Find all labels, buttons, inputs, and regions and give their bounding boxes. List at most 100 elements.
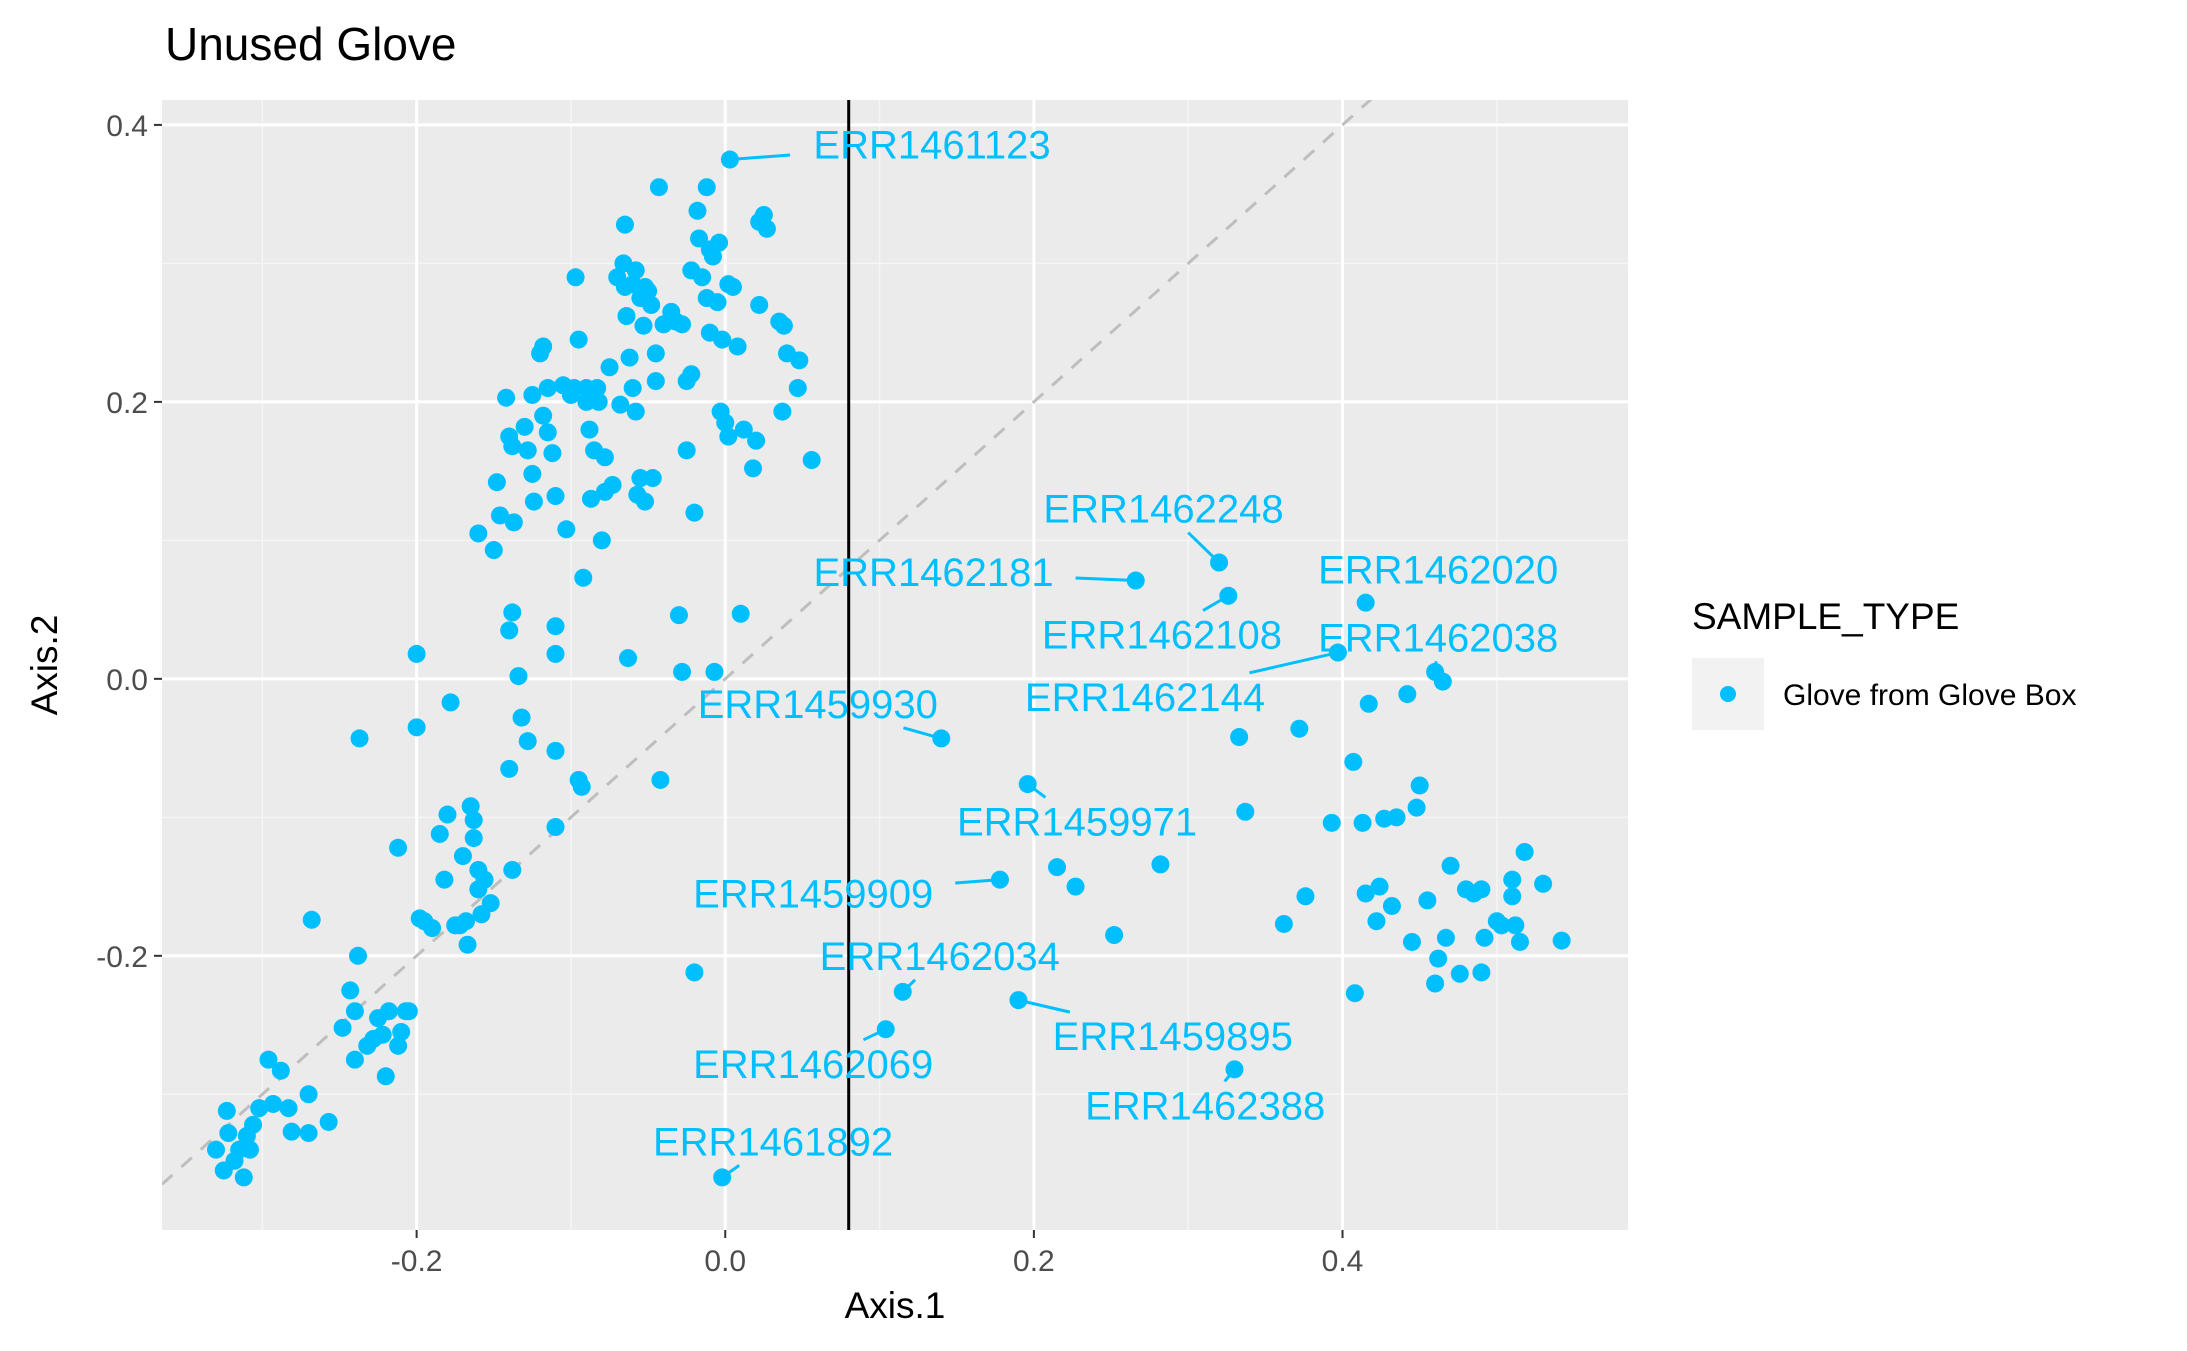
data-point [620, 348, 639, 367]
data-point [1105, 926, 1124, 945]
data-point [1492, 916, 1511, 935]
data-point [574, 568, 593, 587]
point-label: ERR1462108 [1042, 614, 1282, 658]
data-point [646, 372, 665, 391]
data-point [523, 464, 542, 483]
data-point [345, 1050, 364, 1069]
data-point [720, 150, 739, 169]
data-point [464, 811, 483, 830]
point-label: ERR1462020 [1318, 548, 1558, 592]
data-point [504, 513, 523, 532]
data-point [747, 431, 766, 450]
y-axis-ticks: -0.2 0.0 0.2 0.4 [96, 110, 162, 974]
data-point [1534, 874, 1553, 893]
data-point [481, 894, 500, 913]
label-leader-line [1075, 576, 1136, 583]
data-point [1402, 932, 1421, 951]
y-tick-label: -0.2 [96, 941, 148, 974]
data-point [1219, 586, 1238, 605]
data-point [603, 475, 622, 494]
point-label: ERR1462069 [693, 1043, 933, 1087]
point-label: ERR1462181 [813, 551, 1053, 595]
data-point [1018, 775, 1037, 794]
data-point [1436, 928, 1455, 947]
data-point [1450, 964, 1469, 983]
data-point [546, 818, 565, 837]
point-label: ERR1459909 [693, 872, 933, 916]
legend-item-label: Glove from Glove Box [1783, 679, 2076, 712]
data-point [1356, 593, 1375, 612]
data-point [642, 295, 661, 314]
data-point [649, 178, 668, 197]
data-point [487, 473, 506, 492]
data-point [376, 1067, 395, 1086]
data-point [1418, 891, 1437, 910]
data-point [611, 395, 630, 414]
data-point [217, 1101, 236, 1120]
data-point [1503, 870, 1522, 889]
data-point [688, 201, 707, 220]
data-point [392, 1022, 411, 1041]
data-point [299, 1085, 318, 1104]
data-point [631, 469, 650, 488]
data-point [1506, 916, 1525, 935]
data-point [407, 718, 426, 737]
data-point [757, 219, 776, 238]
data-point [693, 268, 712, 287]
data-point [348, 946, 367, 965]
data-point [1225, 1060, 1244, 1079]
data-points [207, 150, 1571, 1187]
data-point [1353, 813, 1372, 832]
data-point [1009, 991, 1028, 1010]
y-axis-title: Axis.2 [24, 615, 65, 716]
data-point [754, 205, 773, 224]
data-point [773, 402, 792, 421]
data-point [581, 489, 600, 508]
data-point [1345, 984, 1364, 1003]
data-point [646, 344, 665, 363]
data-point [651, 770, 670, 789]
point-labels: ERR1461123 ERR1462248 ERR1462181 ERR1462020… [653, 123, 1558, 1164]
point-label: ERR1462388 [1085, 1084, 1325, 1128]
data-point [1472, 880, 1491, 899]
data-point [557, 520, 576, 539]
data-point [341, 981, 360, 1000]
point-label: ERR1459895 [1053, 1015, 1293, 1059]
data-point [523, 385, 542, 404]
data-point [685, 963, 704, 982]
data-point [592, 531, 611, 550]
data-point [731, 604, 750, 623]
data-point [518, 732, 537, 751]
data-point [509, 667, 528, 686]
data-point [636, 492, 655, 511]
data-point [282, 1122, 301, 1141]
data-point [705, 662, 724, 681]
legend: SAMPLE_TYPE Glove from Glove Box [1692, 596, 2076, 730]
point-label: ERR1462248 [1043, 488, 1283, 532]
data-point [461, 797, 480, 816]
data-point [713, 1168, 732, 1187]
data-point [1359, 694, 1378, 713]
data-point [1552, 931, 1571, 950]
data-point [1398, 685, 1417, 704]
data-point [623, 379, 642, 398]
data-point [723, 277, 742, 296]
data-point [464, 829, 483, 848]
data-point [240, 1140, 259, 1159]
y-tick-label: 0.2 [106, 387, 148, 420]
point-label: ERR1462034 [820, 935, 1060, 979]
data-point [441, 693, 460, 712]
data-point [619, 649, 638, 668]
data-point [219, 1124, 238, 1143]
data-point [534, 406, 553, 425]
data-point [703, 247, 722, 266]
data-point [469, 524, 488, 543]
data-point [932, 729, 951, 748]
x-tick-label: 0.2 [1013, 1245, 1055, 1278]
data-point [546, 487, 565, 506]
data-point [626, 402, 645, 421]
data-point [503, 603, 522, 622]
data-point [1472, 963, 1491, 982]
data-point [1367, 912, 1386, 931]
